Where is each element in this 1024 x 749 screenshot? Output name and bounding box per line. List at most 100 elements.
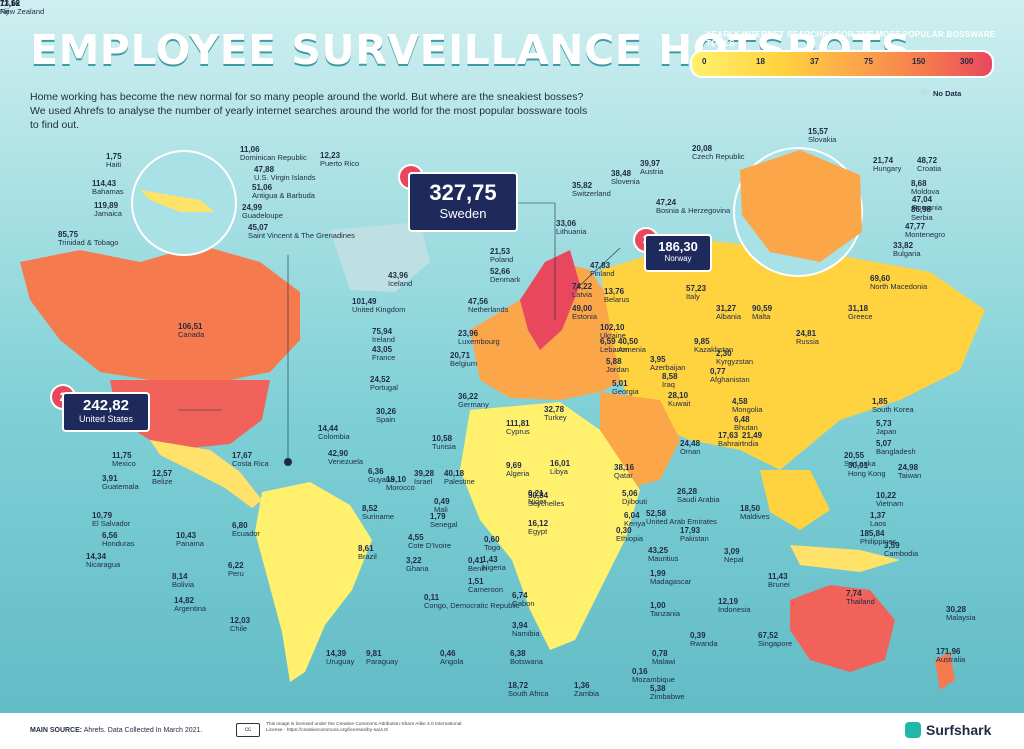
country-value: 21,49 — [742, 431, 763, 440]
country-name: Netherlands — [468, 305, 509, 314]
country-name: Australia — [936, 655, 966, 664]
country-name: Greece — [848, 312, 873, 321]
country-value: 0,16 — [632, 667, 648, 676]
country-label: 49,00 Estonia — [572, 305, 597, 321]
country-value: 21,74 — [873, 156, 894, 165]
country-value: 5,73 — [876, 419, 892, 428]
country-label: 18,50 Maldives — [740, 505, 770, 521]
country-value: 12,57 — [152, 469, 173, 478]
country-value: 6,74 — [512, 591, 528, 600]
country-name: Brazil — [358, 552, 377, 561]
country-value: 0,11 — [424, 593, 440, 602]
country-name: Sri Lanka — [844, 459, 876, 468]
country-value: 42,90 — [328, 449, 349, 458]
country-name: Portugal — [370, 383, 398, 392]
country-label: 21,74 Hungary — [873, 157, 901, 173]
country-name: Guatemala — [102, 482, 139, 491]
country-label: 3,91 Guatemala — [102, 475, 139, 491]
country-name: Thailand — [846, 597, 875, 606]
country-label: 185,84 Philippines — [860, 530, 896, 546]
country-label: 9,81 Paraguay — [366, 650, 398, 666]
country-label: 1,51 Cameroon — [468, 578, 503, 594]
country-label: 47,88 U.S. Virgin Islands — [254, 166, 316, 182]
country-name: Czech Republic — [692, 152, 745, 161]
country-label: 102,10 Ukraine — [600, 324, 626, 340]
country-label: 1,00 Tanzania — [650, 602, 680, 618]
country-value: 0,46 — [440, 649, 456, 658]
country-label: 4,58 Mongolia — [732, 398, 762, 414]
country-label: 20,55 Sri Lanka — [844, 452, 876, 468]
footer: MAIN SOURCE: Ahrefs. Data Collected In M… — [0, 713, 1024, 749]
country-name: Finland — [590, 269, 615, 278]
country-name: Japan — [876, 427, 897, 436]
country-name: Haiti — [106, 160, 122, 169]
country-name: Saudi Arabia — [677, 495, 720, 504]
country-name: Niger — [528, 497, 546, 506]
no-data-legend: No Data — [920, 88, 961, 98]
country-label: 38,16 Qatar — [614, 464, 634, 480]
source-note: MAIN SOURCE: Ahrefs. Data Collected In M… — [30, 727, 203, 734]
country-value: 26,28 — [677, 487, 698, 496]
country-label: 39,97 Austria — [640, 160, 663, 176]
country-value: 5,01 — [612, 379, 628, 388]
country-name: Ecuador — [232, 529, 260, 538]
country-value: 43,96 — [388, 271, 409, 280]
country-name: Cyprus — [506, 427, 530, 436]
country-value: 8,58 — [662, 372, 678, 381]
country-value: 47,88 — [254, 165, 275, 174]
country-label: 30,28 Malaysia — [946, 606, 976, 622]
country-value: 74,22 — [572, 282, 593, 291]
country-name: Philippines — [860, 537, 897, 546]
country-label: 10,58 Tunisia — [432, 435, 456, 451]
country-label: 10,22 Vietnam — [876, 492, 903, 508]
country-value: 14,82 — [174, 596, 195, 605]
country-label: 11,43 Brunei — [768, 573, 790, 589]
country-label: 17,63 Bahrain — [718, 432, 744, 448]
country-name: Costa Rica — [232, 459, 269, 468]
canada-shape — [20, 245, 300, 380]
country-name: El Salvador — [92, 519, 131, 528]
country-value: 24,81 — [796, 329, 817, 338]
country-name: Saint Vincent & The Grenadines — [248, 231, 355, 240]
country-name: Nepal — [724, 555, 744, 564]
country-label: 52,58 United Arab Emirates — [646, 510, 717, 526]
country-value: 6,80 — [232, 521, 248, 530]
country-label: 8,61 Brazil — [358, 545, 377, 561]
mexico-central-america-shape — [150, 440, 262, 508]
country-label: 11,75 Mexico — [112, 452, 136, 468]
country-value: 17,67 — [232, 451, 253, 460]
country-label: 15,57 Slovakia — [808, 128, 836, 144]
country-name: Indonesia — [718, 605, 751, 614]
country-value: 6,36 — [368, 467, 384, 476]
country-name: Belarus — [604, 295, 630, 304]
no-data-swatch — [920, 88, 929, 97]
country-name: Taiwan — [898, 471, 922, 480]
country-label: 12,19 Indonesia — [718, 598, 751, 614]
country-label: 42,90 Venezuela — [328, 450, 363, 466]
country-name: Mozambique — [632, 675, 675, 684]
country-value: 6,38 — [510, 649, 526, 658]
country-value: 28,10 — [668, 391, 689, 400]
country-value: 6,04 — [624, 511, 640, 520]
country-name: Bhutan — [734, 423, 758, 432]
country-value: 3,94 — [512, 621, 528, 630]
country-name: Mali — [434, 505, 448, 514]
country-label: 3,95 Azerbaijan — [650, 356, 685, 372]
country-value: 5,07 — [876, 439, 892, 448]
country-name: Slovakia — [808, 135, 837, 144]
country-name: Pakistan — [680, 534, 709, 543]
country-name: Cambodia — [884, 549, 919, 558]
country-value: 14,34 — [86, 552, 107, 561]
country-value: 20,08 — [692, 144, 713, 153]
country-name: Italy — [686, 292, 700, 301]
country-name: Bulgaria — [893, 249, 921, 258]
country-name: Bahamas — [92, 187, 124, 196]
country-name: Panama — [176, 539, 204, 548]
country-label: 69,60 North Macedonia — [870, 275, 927, 291]
country-label: 28,10 Kuwait — [668, 392, 691, 408]
country-name: Kenya — [624, 519, 646, 528]
country-value: 12,19 — [718, 597, 739, 606]
country-name: Iraq — [662, 380, 675, 389]
country-name: Zambia — [574, 689, 600, 698]
greenland-shape — [330, 222, 430, 292]
